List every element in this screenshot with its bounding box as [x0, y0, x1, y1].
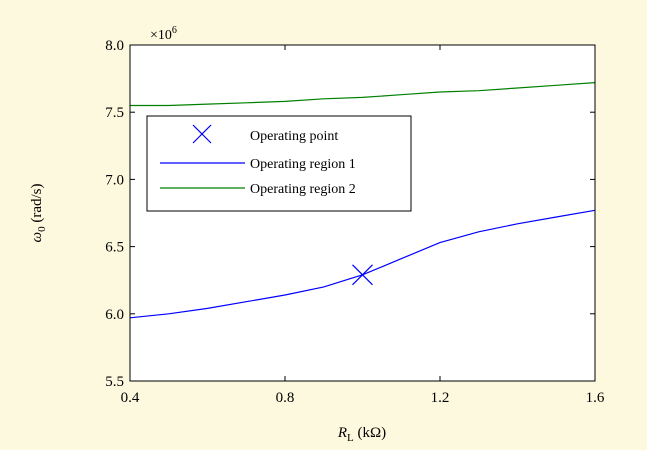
y-tick-label: 8.0	[105, 38, 124, 54]
series-layer	[129, 82, 596, 319]
y-multiplier: ×106	[150, 25, 177, 43]
y-tick-label: 6.0	[105, 307, 124, 323]
plot-frame	[129, 44, 596, 382]
y-tick-label: 7.0	[105, 172, 124, 188]
y-tick-label: 6.5	[105, 240, 124, 256]
legend-label-region-1: Operating region 1	[250, 157, 356, 172]
series-line-region-1	[129, 209, 596, 319]
legend-label-operating-point: Operating point	[250, 129, 338, 144]
legend-marker-x2	[192, 124, 212, 144]
x-tick-label: 0.4	[121, 390, 140, 406]
plot-area	[130, 45, 595, 381]
tick-layer: 0.4 0.8 1.2 1.6 5.5 6.0 6.5 7.0 7.5 8.0	[105, 38, 605, 406]
x-axis-label: RL (kΩ)	[337, 425, 386, 444]
x-tick-label: 1.2	[431, 390, 450, 406]
x-tick-label: 0.8	[276, 390, 295, 406]
y-axis-label: ω0 (rad/s)	[29, 184, 48, 243]
x-tick-label: 1.6	[586, 390, 605, 406]
operating-point-marker	[352, 264, 373, 286]
legend: Operating point Operating region 1 Opera…	[146, 115, 412, 212]
operating-point-stroke-2	[352, 264, 373, 286]
legend-label-region-2: Operating region 2	[250, 182, 356, 197]
y-tick-label: 5.5	[105, 374, 124, 390]
y-tick-label: 7.5	[105, 105, 124, 121]
series-line-region-2	[130, 82, 596, 107]
marker-layer	[352, 264, 373, 286]
